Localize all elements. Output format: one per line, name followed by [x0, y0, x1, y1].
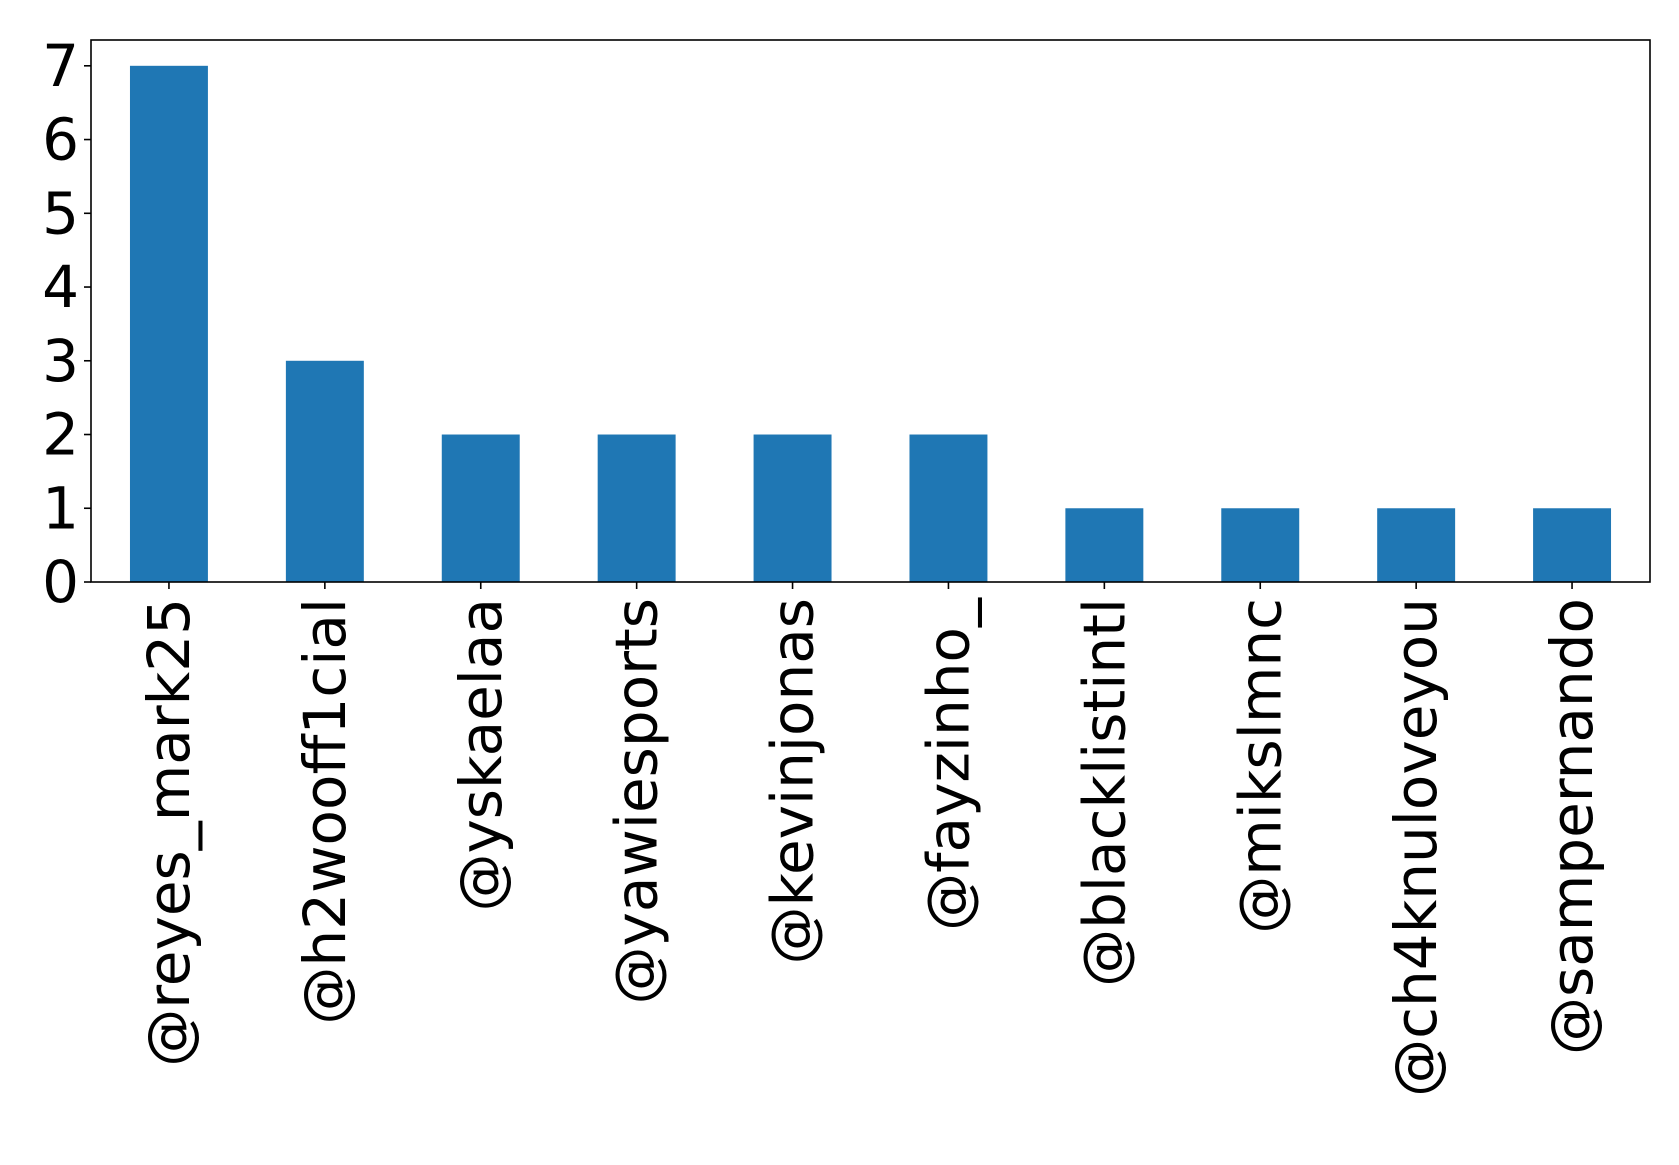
bar-h2wooff1cial: [285, 360, 364, 582]
x-tick-label-yawiesports: @yawiesports: [603, 598, 671, 1004]
y-tick-label-5: 5: [42, 179, 79, 247]
plot-frame: [90, 39, 1651, 583]
y-tick-label-2: 2: [42, 401, 79, 469]
y-tick-label-3: 3: [42, 327, 79, 395]
x-tick-label-sampernando: @sampernando: [1538, 598, 1606, 1055]
x-axis-ticks: @reyes_mark25 @h2wooff1cial @yskaelaa @yawi…: [135, 582, 1606, 1097]
x-tick-label-mikslmnc: @mikslmnc: [1226, 598, 1294, 934]
bar-fayzinho-: [909, 434, 988, 582]
y-tick-label-7: 7: [42, 32, 79, 100]
y-tick-label-6: 6: [42, 106, 79, 174]
y-tick-label-1: 1: [42, 474, 79, 542]
bar-reyes-mark25: [129, 65, 208, 582]
x-tick-label-reyes-mark25: @reyes_mark25: [135, 598, 203, 1067]
bar-ch4knuloveyou: [1377, 508, 1456, 582]
x-tick-label-kevinjonas: @kevinjonas: [759, 598, 827, 965]
bar-blacklistintl: [1065, 508, 1144, 582]
x-tick-label-h2wooff1cial: @h2wooff1cial: [291, 598, 359, 1025]
x-tick-label-ch4knuloveyou: @ch4knuloveyou: [1382, 598, 1450, 1097]
x-tick-label-fayzinho-: @fayzinho_: [914, 597, 982, 931]
bar-mikslmnc: [1221, 508, 1300, 582]
y-tick-label-4: 4: [42, 253, 79, 321]
y-tick-label-0: 0: [42, 548, 79, 616]
bar-kevinjonas: [753, 434, 832, 582]
axes: [90, 39, 1651, 583]
bar-yawiesports: [597, 434, 676, 582]
bar-sampernando: [1533, 508, 1612, 582]
bars: [129, 65, 1612, 582]
x-tick-label-blacklistintl: @blacklistintl: [1070, 598, 1138, 987]
bar-yskaelaa: [441, 434, 520, 582]
x-tick-label-yskaelaa: @yskaelaa: [447, 598, 515, 912]
